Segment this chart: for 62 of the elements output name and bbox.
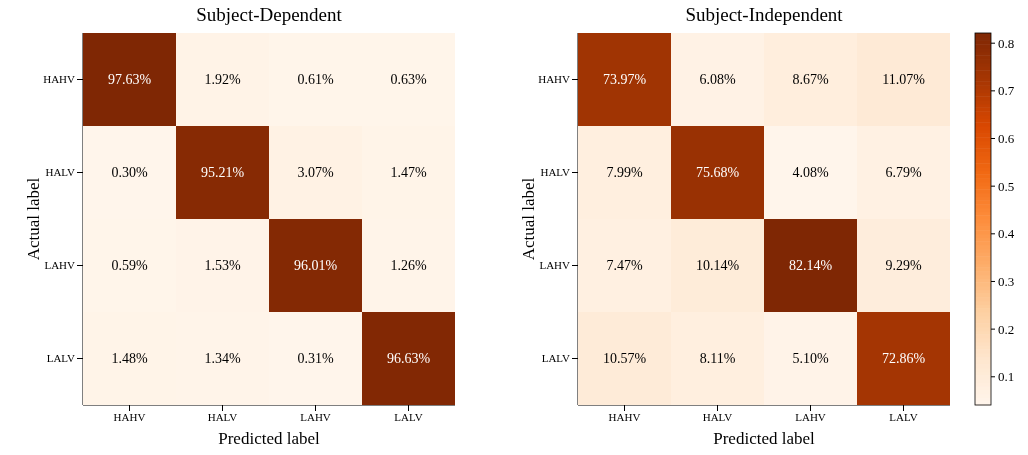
y-tick-label: LALV	[46, 352, 76, 365]
y-axis-title: Actual label	[519, 177, 539, 261]
data-label: 0.30%	[111, 165, 148, 180]
color-bar-label: 0.3	[998, 273, 1015, 289]
data-label: 7.47%	[606, 258, 643, 273]
x-tick-label: LALV	[889, 410, 918, 423]
x-tick-label: HAHV	[608, 410, 641, 423]
data-label: 96.63%	[386, 351, 431, 366]
x-tick-label: LAHV	[795, 410, 826, 423]
data-label: 6.79%	[885, 165, 922, 180]
data-label: 11.07%	[882, 72, 926, 87]
data-label: 5.10%	[792, 351, 829, 366]
data-label: 1.47%	[390, 165, 427, 180]
y-tick-label: LAHV	[539, 259, 571, 272]
data-label: 3.07%	[297, 165, 334, 180]
color-bar-label: 0.2	[998, 321, 1015, 337]
color-bar-label: 0.1	[998, 369, 1015, 385]
data-label: 1.34%	[204, 351, 241, 366]
data-label: 1.26%	[390, 258, 427, 273]
color-bar-label: 0.4	[998, 226, 1015, 242]
data-label: 8.67%	[792, 72, 829, 87]
x-axis-title: Predicted label	[713, 429, 816, 449]
y-tick-label: HALV	[45, 166, 76, 179]
data-label: 9.29%	[885, 258, 922, 273]
data-label: 0.63%	[390, 72, 427, 87]
data-label: 73.97%	[602, 72, 647, 87]
y-tick-label: HAHV	[538, 73, 571, 86]
data-label: 10.57%	[602, 351, 647, 366]
x-tick-label: HALV	[207, 410, 238, 423]
data-label: 97.63%	[107, 72, 152, 87]
y-tick-label: HALV	[540, 166, 571, 179]
data-label: 6.08%	[699, 72, 736, 87]
data-label: 0.61%	[297, 72, 334, 87]
color-bar-label: 0.5	[998, 178, 1015, 194]
color-bar-label: 0.6	[998, 131, 1015, 147]
x-axis-title: Predicted label	[218, 429, 321, 449]
data-label: 0.59%	[111, 258, 148, 273]
y-tick-label: LAHV	[44, 259, 76, 272]
data-label: 8.11%	[699, 351, 736, 366]
data-label: 72.86%	[881, 351, 926, 366]
data-label: 1.48%	[111, 351, 148, 366]
y-tick-label: HAHV	[43, 73, 76, 86]
x-tick-label: HAHV	[113, 410, 146, 423]
x-tick-label: LALV	[394, 410, 423, 423]
x-tick-label: HALV	[702, 410, 733, 423]
data-label: 75.68%	[695, 165, 740, 180]
data-label: 4.08%	[792, 165, 829, 180]
data-label: 96.01%	[293, 258, 338, 273]
color-bar-label: 0.8	[998, 35, 1015, 51]
color-bar-label: 0.7	[998, 83, 1015, 99]
data-label: 7.99%	[606, 165, 643, 180]
x-tick-label: LAHV	[300, 410, 331, 423]
chart-title: Subject-Dependent	[195, 4, 343, 26]
data-label: 1.53%	[204, 258, 241, 273]
y-tick-label: LALV	[541, 352, 571, 365]
chart-title: Subject-Independent	[684, 4, 844, 26]
data-label: 1.92%	[204, 72, 241, 87]
data-label: 82.14%	[788, 258, 833, 273]
data-label: 0.31%	[297, 351, 334, 366]
data-label: 10.14%	[695, 258, 740, 273]
y-axis-title: Actual label	[24, 177, 44, 261]
data-label: 95.21%	[200, 165, 245, 180]
